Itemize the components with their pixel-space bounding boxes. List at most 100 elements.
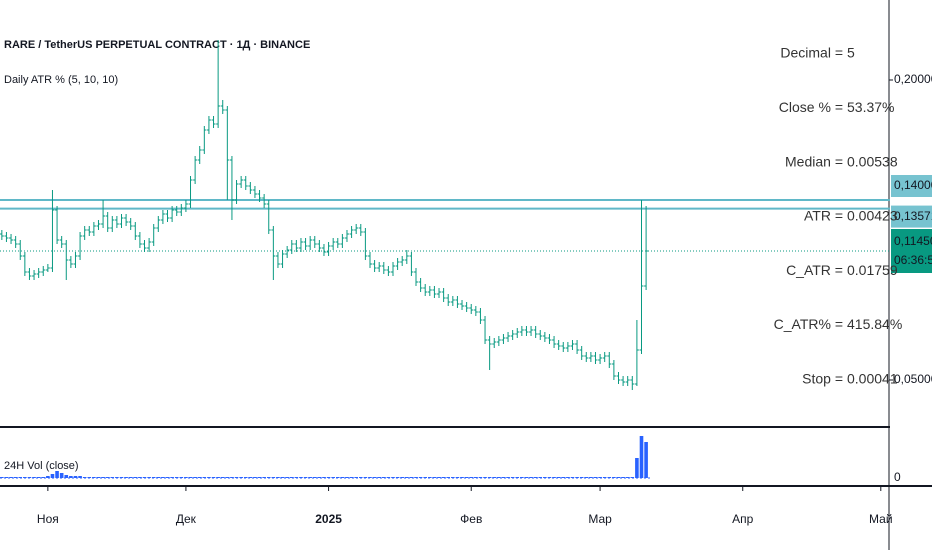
volume-bar	[115, 477, 119, 478]
volume-bar	[515, 477, 520, 478]
volume-bar	[331, 477, 335, 478]
volume-bar	[87, 477, 92, 478]
volume-bar	[156, 477, 161, 478]
volume-bar	[4, 477, 9, 478]
table-value: 415.84%	[847, 316, 902, 332]
table-label: C_ATR =	[786, 262, 843, 278]
last-price-tag	[891, 229, 932, 273]
volume-bar	[644, 442, 648, 478]
volume-bar	[55, 471, 59, 478]
price-tag-label: 0,13571	[894, 209, 932, 223]
volume-bar	[372, 477, 377, 478]
volume-bar	[446, 477, 451, 478]
volume-bar	[405, 477, 409, 478]
volume-bar	[303, 477, 308, 478]
volume-bar	[621, 477, 625, 478]
x-tick-label: Май	[869, 512, 893, 526]
volume-bar	[0, 477, 4, 478]
volume-bar	[32, 477, 36, 478]
volume-bar	[345, 477, 349, 478]
volume-bar	[335, 477, 340, 478]
volume-bar	[276, 477, 280, 478]
volume-bar	[312, 477, 317, 478]
table-value: 0.00538	[847, 153, 898, 169]
table-value: 5	[847, 45, 855, 61]
volume-bar	[368, 477, 372, 478]
countdown-label: 06:36:52	[894, 253, 932, 267]
volume-bar	[64, 475, 69, 478]
table-label: Close % =	[779, 99, 843, 115]
volume-bar	[418, 477, 423, 478]
volume-bar	[340, 477, 345, 478]
volume-bar	[524, 477, 529, 478]
volume-bar	[73, 476, 78, 478]
x-tick-label: Мар	[588, 512, 612, 526]
volume-bar	[529, 477, 533, 478]
volume-bar	[589, 477, 593, 478]
volume-bar	[579, 477, 584, 478]
volume-bar	[602, 477, 607, 478]
volume-bar	[262, 477, 266, 478]
table-value: 0.00041	[847, 371, 898, 387]
volume-bar	[142, 477, 147, 478]
volume-bar	[437, 477, 441, 478]
volume-bar	[487, 477, 492, 478]
volume-bar	[101, 477, 105, 478]
volume-bar	[13, 477, 18, 478]
volume-bar	[202, 477, 207, 478]
volume-bar	[18, 477, 23, 478]
volume-tick-label: 0	[894, 470, 901, 484]
volume-bar	[474, 477, 478, 478]
volume-bar	[607, 477, 612, 478]
volume-bar	[616, 477, 621, 478]
x-tick-label: Ноя	[37, 512, 59, 526]
volume-bar	[165, 477, 170, 478]
volume-bar	[184, 477, 188, 478]
volume-label: 24H Vol (close)	[4, 460, 79, 472]
volume-bar	[216, 477, 220, 478]
volume-bar	[253, 477, 257, 478]
volume-bar	[78, 476, 82, 478]
volume-bar	[289, 477, 294, 478]
volume-bar	[391, 477, 395, 478]
volume-bar	[59, 473, 64, 478]
volume-bar	[575, 477, 579, 478]
volume-bar	[285, 477, 289, 478]
volume-bar	[220, 477, 225, 478]
table-label: C_ATR% =	[774, 316, 843, 332]
volume-bar	[547, 477, 552, 478]
volume-bar	[460, 477, 464, 478]
table-label: ATR =	[804, 208, 843, 224]
volume-bar	[36, 477, 41, 478]
volume-bar	[377, 477, 381, 478]
volume-bar	[225, 477, 230, 478]
volume-bar	[584, 477, 589, 478]
volume-bar	[326, 477, 331, 478]
volume-bar	[469, 477, 474, 478]
volume-bar	[612, 477, 616, 478]
chart-title: RARE / TetherUS PERPETUAL CONTRACT · 1Д …	[4, 39, 310, 51]
volume-bar	[174, 477, 179, 478]
volume-bar	[409, 477, 414, 478]
volume-bar	[23, 477, 27, 478]
volume-bar	[358, 477, 363, 478]
volume-bar	[105, 477, 110, 478]
volume-bar	[441, 477, 446, 478]
volume-bar	[193, 477, 197, 478]
volume-bar	[520, 477, 524, 478]
table-label: Median =	[785, 153, 843, 169]
volume-bar	[598, 477, 602, 478]
volume-bar	[69, 476, 73, 478]
volume-bar	[257, 477, 262, 478]
volume-bar	[478, 477, 483, 478]
table-value: 0.00423	[847, 208, 898, 224]
volume-bar	[133, 477, 138, 478]
x-tick-label: Фев	[460, 512, 482, 526]
volume-bar	[322, 477, 326, 478]
volume-bar	[625, 477, 630, 478]
volume-bar	[497, 477, 501, 478]
